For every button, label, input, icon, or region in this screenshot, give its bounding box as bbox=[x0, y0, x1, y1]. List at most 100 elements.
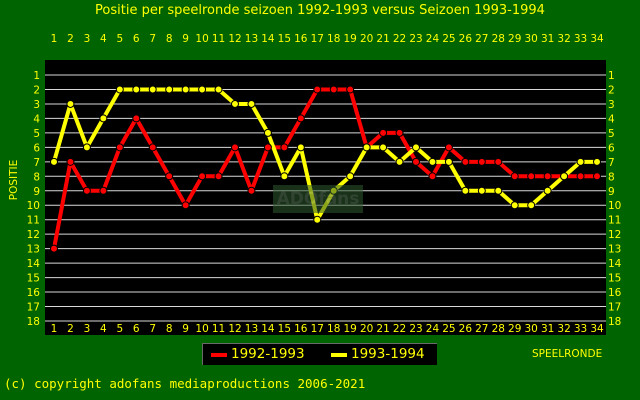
x-tick-top-7: 7 bbox=[149, 33, 156, 45]
legend: 1992-1993 1993-1994 bbox=[202, 343, 437, 365]
x-tick-bottom-15: 15 bbox=[278, 323, 291, 335]
data-point-s0-16 bbox=[296, 114, 305, 123]
data-point-s0-24 bbox=[428, 172, 437, 181]
x-tick-top-29: 29 bbox=[508, 33, 521, 45]
data-point-s0-10 bbox=[198, 172, 207, 181]
data-point-s1-10 bbox=[198, 85, 207, 94]
data-point-s1-9 bbox=[181, 85, 190, 94]
x-tick-top-17: 17 bbox=[311, 33, 324, 45]
x-tick-top-13: 13 bbox=[245, 33, 258, 45]
data-point-s0-8 bbox=[165, 172, 174, 181]
y-tick-right-3: 3 bbox=[608, 99, 615, 111]
y-tick-left-17: 17 bbox=[27, 302, 40, 314]
x-tick-bottom-29: 29 bbox=[508, 323, 521, 335]
y-tick-left-12: 12 bbox=[27, 229, 40, 241]
y-tick-left-1: 1 bbox=[33, 70, 40, 82]
x-tick-bottom-31: 31 bbox=[541, 323, 554, 335]
copyright-text: (c) copyright adofans mediaproductions 2… bbox=[4, 376, 366, 391]
data-point-s1-19 bbox=[346, 172, 355, 181]
x-tick-top-1: 1 bbox=[51, 33, 58, 45]
data-point-s0-9 bbox=[181, 201, 190, 210]
y-tick-right-4: 4 bbox=[608, 113, 615, 125]
data-point-s0-18 bbox=[329, 85, 338, 94]
y-tick-left-5: 5 bbox=[33, 128, 40, 140]
x-tick-bottom-34: 34 bbox=[590, 323, 604, 335]
x-tick-top-14: 14 bbox=[261, 33, 275, 45]
y-tick-right-11: 11 bbox=[608, 215, 621, 227]
data-point-s0-13 bbox=[247, 186, 256, 195]
y-tick-right-14: 14 bbox=[608, 258, 622, 270]
legend-swatch-1992-1993 bbox=[211, 353, 227, 357]
data-point-s1-30 bbox=[527, 201, 536, 210]
y-tick-left-7: 7 bbox=[33, 157, 40, 169]
x-tick-top-26: 26 bbox=[459, 33, 473, 45]
x-tick-bottom-13: 13 bbox=[245, 323, 258, 335]
data-point-s0-31 bbox=[543, 172, 552, 181]
data-point-s0-7 bbox=[148, 143, 157, 152]
y-tick-right-15: 15 bbox=[608, 273, 621, 285]
x-tick-top-2: 2 bbox=[67, 33, 74, 45]
data-point-s1-3 bbox=[82, 143, 91, 152]
data-point-s0-3 bbox=[82, 186, 91, 195]
data-point-s1-7 bbox=[148, 85, 157, 94]
x-tick-top-22: 22 bbox=[393, 33, 406, 45]
y-tick-right-12: 12 bbox=[608, 229, 621, 241]
data-point-s1-2 bbox=[66, 99, 75, 108]
y-tick-left-2: 2 bbox=[33, 84, 40, 96]
x-tick-top-24: 24 bbox=[426, 33, 440, 45]
data-point-s1-4 bbox=[99, 114, 108, 123]
data-point-s1-31 bbox=[543, 186, 552, 195]
y-tick-right-9: 9 bbox=[608, 186, 615, 198]
x-tick-top-10: 10 bbox=[195, 33, 208, 45]
y-tick-right-17: 17 bbox=[608, 302, 621, 314]
data-point-s1-22 bbox=[395, 157, 404, 166]
data-point-s0-28 bbox=[494, 157, 503, 166]
data-point-s1-24 bbox=[428, 157, 437, 166]
x-tick-top-18: 18 bbox=[327, 33, 340, 45]
y-tick-left-11: 11 bbox=[27, 215, 40, 227]
y-tick-right-18: 18 bbox=[608, 316, 621, 328]
x-tick-top-21: 21 bbox=[376, 33, 389, 45]
data-point-s0-6 bbox=[132, 114, 141, 123]
data-point-s1-1 bbox=[50, 157, 58, 166]
y-tick-left-15: 15 bbox=[27, 273, 40, 285]
data-point-s1-29 bbox=[510, 201, 519, 210]
data-point-s1-15 bbox=[280, 172, 289, 181]
x-tick-bottom-9: 9 bbox=[182, 323, 189, 335]
data-point-s1-14 bbox=[263, 128, 272, 137]
x-tick-bottom-32: 32 bbox=[557, 323, 570, 335]
x-axis-label: SPEELRONDE bbox=[532, 348, 603, 360]
data-point-s1-27 bbox=[477, 186, 486, 195]
x-tick-bottom-3: 3 bbox=[84, 323, 91, 335]
y-tick-left-10: 10 bbox=[27, 200, 40, 212]
y-axis-label: POSITIE bbox=[8, 159, 20, 201]
x-tick-bottom-26: 26 bbox=[459, 323, 473, 335]
y-tick-right-6: 6 bbox=[608, 142, 615, 154]
data-point-s0-12 bbox=[231, 143, 239, 152]
data-point-s0-26 bbox=[461, 157, 470, 166]
data-point-s0-4 bbox=[99, 186, 108, 195]
x-tick-bottom-30: 30 bbox=[524, 323, 537, 335]
x-tick-bottom-25: 25 bbox=[442, 323, 455, 335]
legend-label-1993-1994: 1993-1994 bbox=[351, 346, 425, 362]
x-tick-bottom-14: 14 bbox=[261, 323, 275, 335]
y-tick-right-7: 7 bbox=[608, 157, 615, 169]
x-tick-bottom-24: 24 bbox=[426, 323, 440, 335]
x-tick-top-27: 27 bbox=[475, 33, 488, 45]
y-tick-left-3: 3 bbox=[33, 99, 40, 111]
x-tick-bottom-5: 5 bbox=[116, 323, 123, 335]
data-point-s0-23 bbox=[412, 157, 420, 166]
data-point-s1-20 bbox=[362, 143, 371, 152]
data-point-s1-33 bbox=[576, 157, 585, 166]
legend-swatch-1993-1994 bbox=[331, 353, 347, 357]
data-point-s0-30 bbox=[527, 172, 536, 181]
x-tick-bottom-8: 8 bbox=[166, 323, 173, 335]
x-tick-top-34: 34 bbox=[590, 33, 604, 45]
data-point-s1-8 bbox=[165, 85, 174, 94]
x-tick-bottom-19: 19 bbox=[343, 323, 356, 335]
data-point-s0-34 bbox=[593, 172, 601, 181]
data-point-s0-11 bbox=[214, 172, 223, 181]
y-tick-left-14: 14 bbox=[27, 258, 41, 270]
x-tick-bottom-20: 20 bbox=[360, 323, 373, 335]
x-tick-bottom-16: 16 bbox=[294, 323, 308, 335]
